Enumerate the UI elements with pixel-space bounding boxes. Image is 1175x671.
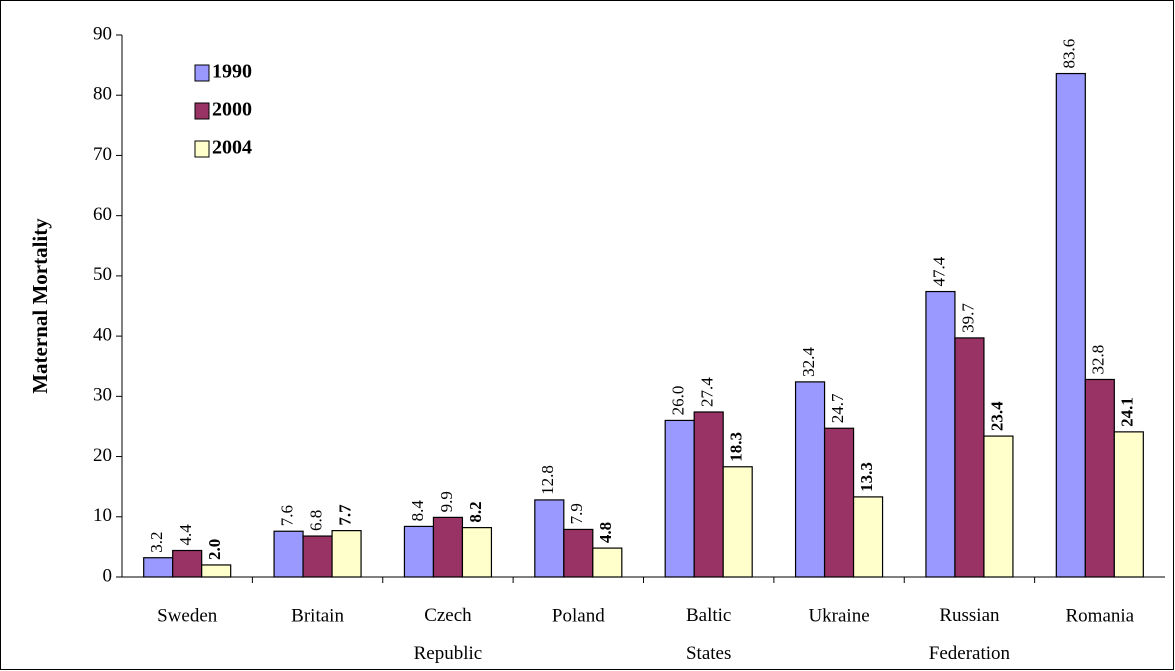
data-label: 13.3 — [857, 462, 876, 492]
data-label: 27.4 — [698, 377, 717, 407]
bar — [1084, 378, 1115, 578]
data-label: 6.8 — [306, 510, 325, 531]
y-tick-label: 10 — [93, 505, 112, 526]
y-tick-label: 90 — [93, 23, 112, 44]
y-tick-label: 0 — [103, 565, 113, 586]
data-label: 7.9 — [567, 503, 586, 524]
data-label: 24.1 — [1118, 397, 1137, 427]
bar — [403, 525, 435, 578]
data-label: 8.2 — [466, 501, 485, 522]
data-label: 4.4 — [176, 524, 195, 546]
bar — [852, 496, 884, 578]
bar — [201, 564, 232, 578]
data-label: 24.7 — [828, 393, 847, 423]
bar — [143, 557, 174, 578]
x-tick-label: Romania — [1066, 605, 1135, 626]
data-label: 32.8 — [1089, 345, 1108, 375]
bar — [722, 466, 753, 578]
data-label: 12.8 — [538, 465, 557, 495]
legend-label: 2000 — [212, 99, 252, 121]
bar — [794, 381, 826, 578]
bar — [664, 419, 695, 578]
data-label: 3.2 — [147, 531, 166, 552]
bar — [693, 411, 724, 578]
bar — [1055, 72, 1086, 578]
y-tick-label: 50 — [93, 264, 112, 285]
bar — [432, 516, 464, 578]
bar — [823, 427, 855, 578]
y-tick-label: 80 — [93, 84, 112, 105]
data-label: 23.4 — [987, 401, 1006, 431]
data-label: 8.4 — [408, 500, 427, 522]
data-label: 39.7 — [958, 303, 977, 333]
bar — [954, 337, 985, 578]
legend-swatch — [194, 64, 210, 82]
data-label: 2.0 — [205, 539, 224, 560]
bar — [592, 547, 623, 578]
bar — [461, 527, 493, 578]
data-label: 18.3 — [727, 432, 746, 462]
y-tick-label: 70 — [93, 144, 112, 165]
x-tick-label: Sweden — [157, 605, 218, 626]
x-tick-label: Czech Republic — [414, 605, 483, 664]
y-tick-label: 60 — [93, 204, 112, 225]
y-tick-label: 20 — [93, 445, 112, 466]
bar — [925, 290, 956, 578]
y-tick-label: 40 — [93, 324, 112, 345]
bar — [172, 549, 203, 578]
bar — [563, 528, 594, 578]
legend-swatch — [194, 102, 210, 120]
bar — [331, 530, 362, 578]
legend-swatch — [194, 140, 210, 158]
y-tick-label: 30 — [93, 385, 112, 406]
data-label: 47.4 — [929, 256, 948, 286]
x-tick-label: Britain — [291, 605, 344, 626]
x-tick-label: Poland — [552, 605, 605, 626]
y-axis-label: Maternal Mortality — [28, 218, 52, 394]
bar — [534, 499, 565, 578]
x-tick-label: Baltic States — [686, 605, 731, 664]
data-label: 7.7 — [335, 504, 354, 526]
data-label: 32.4 — [799, 347, 818, 377]
x-tick-label: Ukraine — [808, 605, 869, 626]
data-label: 26.0 — [669, 386, 688, 416]
data-label: 4.8 — [596, 522, 615, 543]
legend-label: 2004 — [212, 137, 252, 159]
bar — [273, 530, 304, 578]
data-label: 83.6 — [1060, 39, 1079, 69]
bar — [302, 535, 333, 578]
data-label: 9.9 — [437, 491, 456, 512]
bar — [1113, 431, 1144, 578]
x-tick-label: Russian Federation — [929, 605, 1011, 664]
bar — [983, 435, 1014, 578]
legend-label: 1990 — [212, 61, 252, 83]
data-label: 7.6 — [277, 505, 296, 526]
